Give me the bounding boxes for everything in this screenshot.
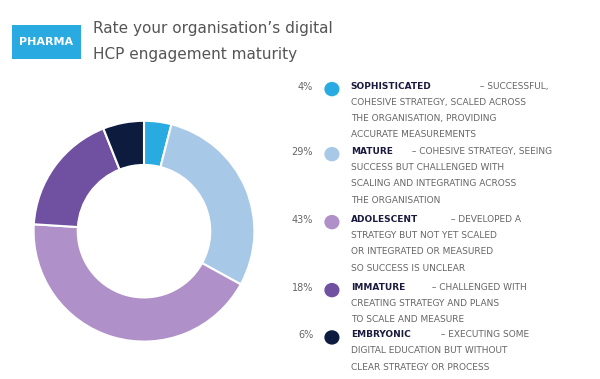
Text: CREATING STRATEGY AND PLANS: CREATING STRATEGY AND PLANS xyxy=(350,299,499,308)
Text: SOPHISTICATED: SOPHISTICATED xyxy=(350,82,431,91)
Text: – CHALLENGED WITH: – CHALLENGED WITH xyxy=(428,283,526,292)
Text: SUCCESS BUT CHALLENGED WITH: SUCCESS BUT CHALLENGED WITH xyxy=(350,163,504,172)
Text: – DEVELOPED A: – DEVELOPED A xyxy=(448,215,521,224)
Text: SO SUCCESS IS UNCLEAR: SO SUCCESS IS UNCLEAR xyxy=(350,263,465,273)
Circle shape xyxy=(325,331,339,344)
Wedge shape xyxy=(103,121,144,169)
Text: 6%: 6% xyxy=(298,330,313,340)
Text: ADOLESCENT: ADOLESCENT xyxy=(350,215,418,224)
Wedge shape xyxy=(34,128,119,227)
Circle shape xyxy=(325,148,339,161)
Text: SCALING AND INTEGRATING ACROSS: SCALING AND INTEGRATING ACROSS xyxy=(350,179,516,188)
Circle shape xyxy=(325,83,339,96)
Text: 43%: 43% xyxy=(292,215,313,225)
Wedge shape xyxy=(34,224,241,341)
Text: 29%: 29% xyxy=(292,147,313,157)
Text: THE ORGANISATION, PROVIDING: THE ORGANISATION, PROVIDING xyxy=(350,114,496,123)
Text: EMBRYONIC: EMBRYONIC xyxy=(350,330,410,339)
Text: COHESIVE STRATEGY, SCALED ACROSS: COHESIVE STRATEGY, SCALED ACROSS xyxy=(350,98,526,107)
Text: 18%: 18% xyxy=(292,283,313,293)
Text: Rate your organisation’s digital: Rate your organisation’s digital xyxy=(93,21,333,36)
Wedge shape xyxy=(160,124,254,284)
Text: IMMATURE: IMMATURE xyxy=(350,283,405,292)
Text: STRATEGY BUT NOT YET SCALED: STRATEGY BUT NOT YET SCALED xyxy=(350,231,497,240)
Text: DIGITAL EDUCATION BUT WITHOUT: DIGITAL EDUCATION BUT WITHOUT xyxy=(350,346,507,355)
Text: 4%: 4% xyxy=(298,82,313,92)
Text: ACCURATE MEASUREMENTS: ACCURATE MEASUREMENTS xyxy=(350,130,476,139)
Text: TO SCALE AND MEASURE: TO SCALE AND MEASURE xyxy=(350,315,464,324)
Text: THE ORGANISATION: THE ORGANISATION xyxy=(350,196,440,205)
Text: – EXECUTING SOME: – EXECUTING SOME xyxy=(438,330,529,339)
Text: CLEAR STRATEGY OR PROCESS: CLEAR STRATEGY OR PROCESS xyxy=(350,363,489,371)
Wedge shape xyxy=(144,121,172,167)
Text: HCP engagement maturity: HCP engagement maturity xyxy=(93,47,297,63)
Text: PHARMA: PHARMA xyxy=(19,37,74,47)
Circle shape xyxy=(325,283,339,297)
Text: – SUCCESSFUL,: – SUCCESSFUL, xyxy=(477,82,548,91)
Text: MATURE: MATURE xyxy=(350,147,392,156)
Text: – COHESIVE STRATEGY, SEEING: – COHESIVE STRATEGY, SEEING xyxy=(409,147,552,156)
Circle shape xyxy=(325,216,339,229)
Text: OR INTEGRATED OR MEASURED: OR INTEGRATED OR MEASURED xyxy=(350,247,493,256)
